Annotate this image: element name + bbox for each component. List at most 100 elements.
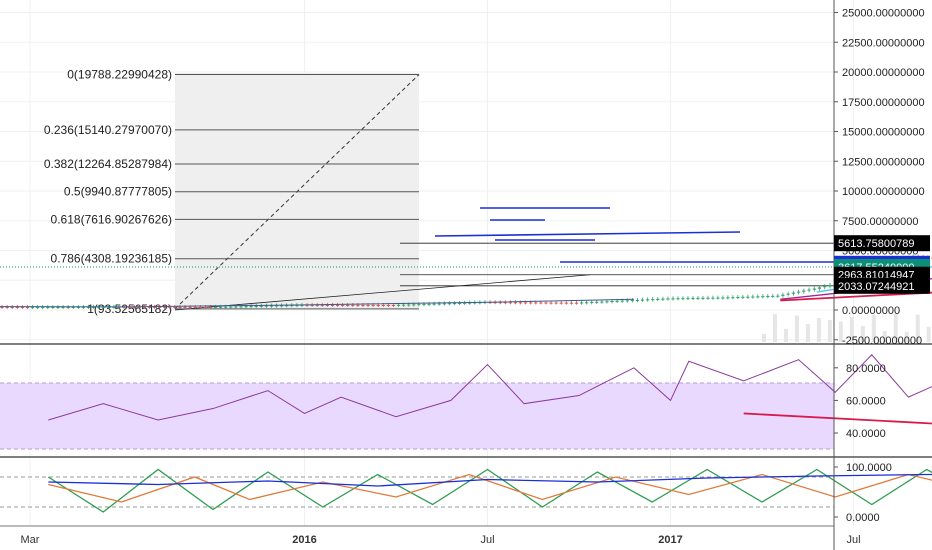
volume-bar [838, 321, 843, 342]
candle-body [163, 306, 167, 308]
candle-body [711, 297, 715, 299]
candle-body [86, 306, 91, 308]
candle-body [447, 303, 451, 305]
candle-body [20, 307, 24, 309]
rsi-band [0, 383, 834, 449]
candle-body [630, 300, 634, 302]
candle-body [756, 296, 760, 298]
volume-bar [762, 334, 766, 342]
candle-body [529, 302, 533, 304]
candle-body [366, 304, 370, 306]
volume-bar [816, 318, 821, 342]
candle-body [771, 295, 775, 297]
candle-body [432, 303, 436, 305]
candle-body [239, 306, 243, 308]
support-line [174, 274, 591, 311]
candle-body [0, 306, 4, 308]
candle-body [736, 297, 740, 299]
candle-body [574, 302, 579, 304]
candle-body [188, 306, 192, 308]
price-tag-label: 2033.07244921 [838, 281, 914, 293]
candle-body [173, 306, 177, 308]
price-axis-label: 20000.00000000 [842, 67, 925, 79]
volume-bar [860, 326, 865, 342]
price-tag-box [834, 277, 930, 294]
price-tag-box [834, 235, 930, 252]
candle-body [152, 306, 157, 308]
candle-body [524, 302, 528, 304]
time-axis-label: Mar [21, 534, 40, 546]
volume-bar [871, 314, 876, 342]
volume-bar [783, 328, 788, 342]
candle-body [15, 307, 19, 309]
candle-body [81, 306, 85, 308]
candle-body [544, 302, 548, 304]
volume-bar [849, 316, 854, 342]
candle-body [726, 297, 730, 299]
candle-body [208, 307, 213, 309]
candle-body [791, 292, 795, 294]
candle-body [797, 291, 801, 293]
candle-body [274, 305, 279, 307]
candle-body [473, 302, 477, 304]
candle-body [356, 304, 360, 306]
candle-body [802, 290, 806, 292]
candle-body [554, 302, 558, 304]
candle-body [731, 297, 735, 299]
candle-body [310, 304, 314, 306]
candle-body [320, 304, 324, 306]
candle-body [51, 307, 55, 309]
candle-body [376, 304, 380, 306]
candle-body [590, 302, 594, 304]
volume-bar [805, 324, 810, 342]
candle-body [716, 297, 720, 299]
candle-body [412, 304, 416, 306]
rsi-axis-label: 40.0000 [846, 428, 886, 440]
candle-body [346, 304, 350, 306]
candle-body [746, 296, 750, 298]
candle-body [36, 307, 40, 309]
candle-body [640, 299, 645, 301]
rsi-divergence-line [743, 412, 932, 425]
candle-body [549, 302, 553, 304]
candle-body [264, 305, 268, 307]
candle-body [503, 302, 507, 304]
candle-body [147, 306, 152, 308]
price-axis-label: 25000.00000000 [842, 8, 925, 20]
time-axis-label: Jul [846, 534, 860, 546]
candle-body [442, 303, 446, 305]
candle-body [244, 306, 248, 308]
candle-body [646, 299, 650, 301]
candle-body [761, 296, 765, 298]
price-axis-label: 17500.00000000 [842, 97, 925, 109]
candle-body [701, 297, 705, 299]
fib-level-label: 0.786(4308.19236185) [51, 252, 172, 266]
candle-body [828, 285, 832, 287]
candle-body [651, 299, 655, 301]
candle-body [396, 304, 401, 306]
stoch-axis-label: 0.0000 [846, 512, 880, 524]
candle-body [224, 306, 228, 308]
fib-level-label: 0.382(12264.85287984) [44, 157, 172, 171]
candle-body [422, 304, 426, 306]
stoch-line-0 [47, 468, 932, 513]
candle-body [330, 304, 335, 306]
candle-body [30, 307, 35, 309]
candle-body [305, 304, 309, 306]
price-tag-label: 5613.75800789 [838, 238, 914, 250]
candle-body [823, 286, 827, 288]
candle-body [807, 289, 811, 291]
candle-body [61, 307, 65, 309]
candle-body [781, 294, 785, 296]
candle-body [625, 300, 629, 302]
candle-body [213, 306, 218, 308]
candle-body [564, 302, 568, 304]
fib-level-label: 0.5(9940.87777805) [64, 185, 172, 199]
candle-body [335, 304, 340, 306]
candle-body [351, 304, 355, 306]
candle-body [193, 306, 197, 308]
price-axis-label: 15000.00000000 [842, 127, 925, 139]
candle-body [97, 306, 101, 308]
price-axis-label: -2500.00000000 [842, 335, 922, 347]
